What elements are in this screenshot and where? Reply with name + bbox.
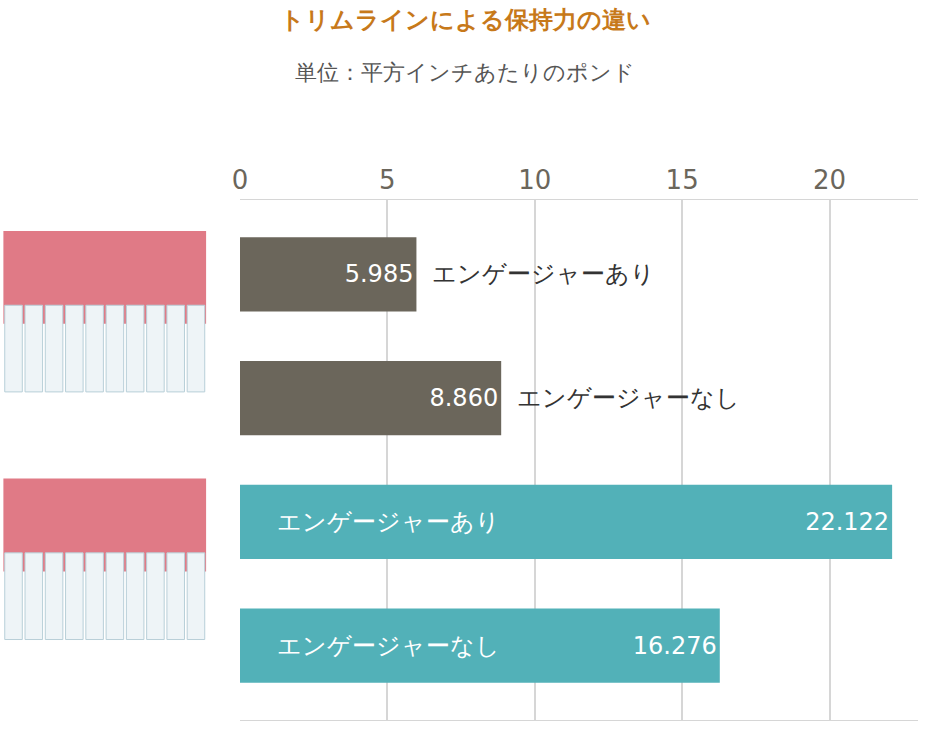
- svg-text:10: 10: [518, 165, 551, 195]
- svg-text:8.860: 8.860: [429, 384, 498, 412]
- svg-text:エンゲージャーなし: エンゲージャーなし: [277, 632, 500, 660]
- svg-text:単位：平方インチあたりのポンド: 単位：平方インチあたりのポンド: [295, 60, 635, 85]
- svg-text:20: 20: [813, 165, 846, 195]
- svg-text:16.276: 16.276: [633, 632, 717, 660]
- svg-text:5.985: 5.985: [345, 260, 414, 288]
- svg-text:15: 15: [666, 165, 699, 195]
- svg-text:エンゲージャーなし: エンゲージャーなし: [517, 384, 740, 412]
- svg-text:エンゲージャーあり: エンゲージャーあり: [277, 508, 500, 536]
- svg-text:22.122: 22.122: [805, 508, 889, 536]
- svg-text:5: 5: [379, 165, 396, 195]
- svg-text:エンゲージャーあり: エンゲージャーあり: [432, 260, 655, 288]
- svg-text:0: 0: [232, 165, 249, 195]
- svg-text:トリムラインによる保持力の違い: トリムラインによる保持力の違い: [280, 6, 651, 34]
